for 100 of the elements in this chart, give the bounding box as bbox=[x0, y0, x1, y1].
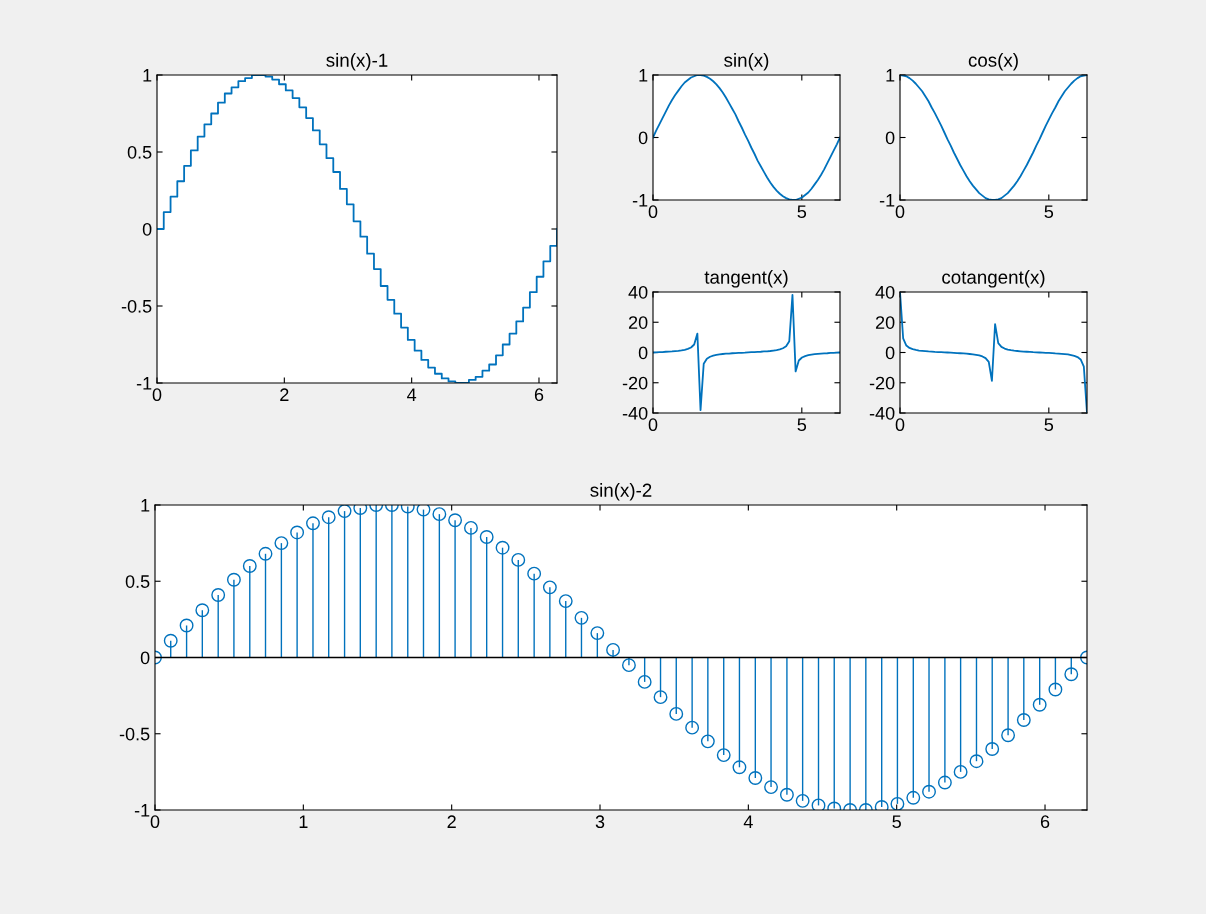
point bbox=[290, 525, 305, 540]
y-tick-label: -0.5 bbox=[119, 727, 150, 741]
point bbox=[527, 566, 542, 581]
point bbox=[748, 771, 763, 785]
point bbox=[558, 594, 573, 609]
point bbox=[811, 798, 826, 810]
line-series bbox=[653, 75, 840, 200]
y-tick-label: 0.5 bbox=[125, 575, 150, 588]
point bbox=[1048, 682, 1063, 697]
x-tick-label: 3 bbox=[595, 815, 605, 829]
x-tick-label: 2 bbox=[280, 388, 289, 401]
y-tick-label: -20 bbox=[869, 376, 895, 390]
y-tick-label: 20 bbox=[875, 316, 895, 329]
y-tick-label: 0 bbox=[885, 346, 895, 360]
point bbox=[937, 775, 952, 790]
x-tick-label: 1 bbox=[299, 815, 308, 828]
point bbox=[574, 610, 589, 625]
point bbox=[163, 633, 178, 648]
x-tick-label: 4 bbox=[743, 815, 753, 828]
point bbox=[195, 603, 210, 618]
x-tick-label: 0 bbox=[648, 205, 658, 219]
point bbox=[448, 513, 463, 528]
x-tick-label: 5 bbox=[797, 418, 807, 432]
x-tick-label: 6 bbox=[1040, 815, 1050, 829]
point bbox=[258, 546, 273, 561]
y-tick-label: -0.5 bbox=[121, 299, 152, 313]
point bbox=[337, 505, 352, 519]
point bbox=[716, 748, 731, 763]
y-tick-label: 0 bbox=[638, 131, 648, 145]
point bbox=[922, 784, 936, 799]
y-tick-label: 0.5 bbox=[127, 145, 152, 159]
point bbox=[669, 706, 684, 721]
point bbox=[621, 658, 636, 673]
x-tick-label: 0 bbox=[895, 205, 905, 219]
x-tick-label: 5 bbox=[1044, 418, 1054, 432]
point bbox=[985, 742, 1000, 756]
y-tick-label: -20 bbox=[622, 376, 648, 390]
chart-title: tangent(x) bbox=[704, 270, 788, 288]
point bbox=[542, 580, 557, 595]
point bbox=[906, 790, 921, 805]
point bbox=[495, 540, 510, 555]
x-tick-label: 5 bbox=[892, 815, 901, 829]
point bbox=[464, 520, 478, 535]
y-tick-label: 1 bbox=[886, 69, 895, 82]
point bbox=[606, 642, 621, 657]
point bbox=[432, 507, 447, 522]
point bbox=[1001, 728, 1016, 743]
point bbox=[274, 536, 289, 551]
y-tick-label: -1 bbox=[879, 194, 895, 207]
y-tick-label: 1 bbox=[639, 69, 648, 82]
y-tick-label: 40 bbox=[628, 285, 648, 299]
point bbox=[416, 505, 431, 517]
point bbox=[969, 754, 984, 769]
x-tick-label: 0 bbox=[648, 418, 658, 432]
y-tick-label: -40 bbox=[622, 406, 648, 420]
point bbox=[732, 760, 747, 775]
point bbox=[211, 588, 226, 602]
y-tick-label: 0 bbox=[638, 346, 648, 360]
point bbox=[685, 720, 700, 735]
point bbox=[795, 793, 810, 808]
point bbox=[242, 559, 257, 573]
point bbox=[590, 626, 605, 641]
chart-title: cotangent(x) bbox=[942, 270, 1045, 288]
x-tick-label: 4 bbox=[407, 388, 417, 401]
y-tick-label: 20 bbox=[628, 316, 648, 329]
x-tick-label: 5 bbox=[1044, 205, 1054, 219]
point bbox=[953, 764, 968, 779]
chart-title: sin(x)-2 bbox=[590, 483, 652, 501]
point bbox=[479, 530, 494, 544]
point bbox=[179, 618, 194, 633]
y-tick-label: 0 bbox=[142, 222, 152, 236]
point bbox=[226, 572, 241, 587]
point bbox=[1016, 713, 1031, 727]
point bbox=[1032, 697, 1047, 712]
point bbox=[764, 780, 778, 795]
x-tick-label: 0 bbox=[895, 418, 905, 432]
y-tick-label: -1 bbox=[136, 377, 152, 390]
point bbox=[1064, 667, 1079, 682]
y-tick-label: 0 bbox=[885, 131, 895, 145]
point bbox=[700, 734, 715, 749]
point bbox=[653, 690, 668, 705]
line-series bbox=[653, 293, 840, 412]
x-tick-label: 5 bbox=[797, 205, 807, 219]
chart-title: cos(x) bbox=[968, 53, 1018, 71]
y-tick-label: 1 bbox=[143, 69, 152, 82]
y-tick-label: -40 bbox=[869, 406, 895, 420]
point bbox=[306, 516, 320, 531]
y-tick-label: -1 bbox=[134, 804, 150, 817]
point bbox=[321, 510, 336, 525]
line-series bbox=[900, 75, 1087, 200]
y-tick-label: 0 bbox=[140, 651, 150, 665]
point bbox=[637, 674, 652, 689]
chart-title: sin(x) bbox=[724, 53, 769, 71]
x-tick-label: 0 bbox=[152, 388, 162, 402]
point bbox=[779, 787, 794, 802]
y-tick-label: 40 bbox=[875, 285, 895, 299]
x-tick-label: 6 bbox=[534, 388, 544, 402]
y-tick-label: 1 bbox=[141, 499, 150, 512]
x-tick-label: 2 bbox=[447, 815, 456, 828]
chart-title: sin(x)-1 bbox=[326, 53, 388, 71]
